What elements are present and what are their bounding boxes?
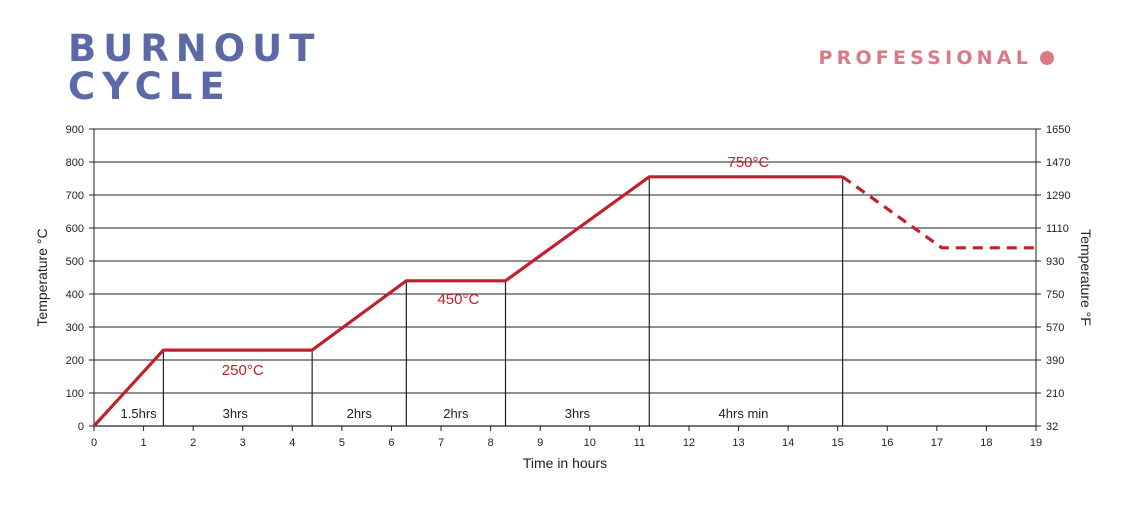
- y-tick-label-right: 1650: [1046, 124, 1070, 136]
- x-tick-label: 3: [240, 437, 246, 449]
- y-axis-title: Temperature °C: [34, 228, 50, 326]
- y-axis-title-right: Temperature °F: [1078, 229, 1094, 326]
- y-tick-label: 200: [66, 355, 84, 367]
- x-tick-label: 17: [931, 437, 943, 449]
- x-tick-label: 15: [832, 437, 844, 449]
- brand-badge: PROFESSIONAL: [818, 47, 1054, 69]
- title-line-1: BURNOUT: [68, 27, 322, 70]
- y-tick-label: 400: [66, 289, 84, 301]
- heating-series-line: [92, 175, 843, 428]
- phase-duration-label: 2hrs: [443, 406, 469, 421]
- cooling-series-line: [841, 175, 1036, 250]
- y-tick-label-right: 32: [1046, 421, 1058, 433]
- y-tick-label-right: 570: [1046, 322, 1064, 334]
- brand-label: PROFESSIONAL: [818, 47, 1032, 69]
- x-tick-label: 0: [91, 437, 97, 449]
- y-tick-label: 500: [66, 256, 84, 268]
- phase-duration-label: 3hrs: [223, 406, 249, 421]
- x-axis-title: Time in hours: [523, 455, 607, 471]
- x-tick-label: 2: [190, 437, 196, 449]
- y-tick-label: 100: [66, 388, 84, 400]
- x-tick-label: 11: [634, 437, 645, 449]
- x-tick-label: 4: [289, 437, 295, 449]
- y-tick-label-right: 930: [1046, 256, 1064, 268]
- y-tick-label-right: 1110: [1046, 223, 1069, 235]
- x-tick-label: 8: [488, 437, 494, 449]
- x-tick-label: 19: [1030, 437, 1042, 449]
- phase-duration-label: 4hrs min: [719, 406, 769, 421]
- x-tick-label: 10: [584, 437, 596, 449]
- circle-dot-icon: [1040, 51, 1054, 65]
- y-tick-label: 600: [66, 223, 84, 235]
- title-line-2: CYCLE: [68, 65, 232, 108]
- y-tick-label: 800: [66, 157, 84, 169]
- y-tick-label: 700: [66, 190, 84, 202]
- temperature-annotation: 450°C: [437, 291, 479, 308]
- y-tick-label-right: 210: [1046, 388, 1064, 400]
- x-tick-label: 1: [141, 437, 147, 449]
- x-tick-label: 9: [537, 437, 543, 449]
- x-tick-label: 13: [732, 437, 744, 449]
- x-tick-label: 6: [388, 437, 394, 449]
- x-tick-label: 12: [683, 437, 695, 449]
- x-tick-label: 18: [980, 437, 992, 449]
- phase-duration-label: 1.5hrs: [121, 406, 158, 421]
- x-tick-label: 16: [881, 437, 893, 449]
- x-tick-label: 14: [782, 437, 794, 449]
- y-tick-label-right: 750: [1046, 289, 1064, 301]
- chart-title: BURNOUT CYCLE: [68, 30, 321, 106]
- y-tick-label-right: 390: [1046, 355, 1064, 367]
- temperature-annotation: 750°C: [728, 154, 770, 171]
- y-tick-label-right: 1290: [1046, 190, 1070, 202]
- y-tick-label: 0: [78, 421, 84, 433]
- y-tick-label: 900: [66, 124, 84, 136]
- y-tick-label: 300: [66, 322, 84, 334]
- temperature-annotation: 250°C: [222, 362, 264, 379]
- y-tick-label-right: 1470: [1046, 157, 1070, 169]
- x-tick-label: 7: [438, 437, 444, 449]
- phase-duration-label: 3hrs: [565, 406, 591, 421]
- phase-duration-label: 2hrs: [347, 406, 373, 421]
- x-tick-label: 5: [339, 437, 345, 449]
